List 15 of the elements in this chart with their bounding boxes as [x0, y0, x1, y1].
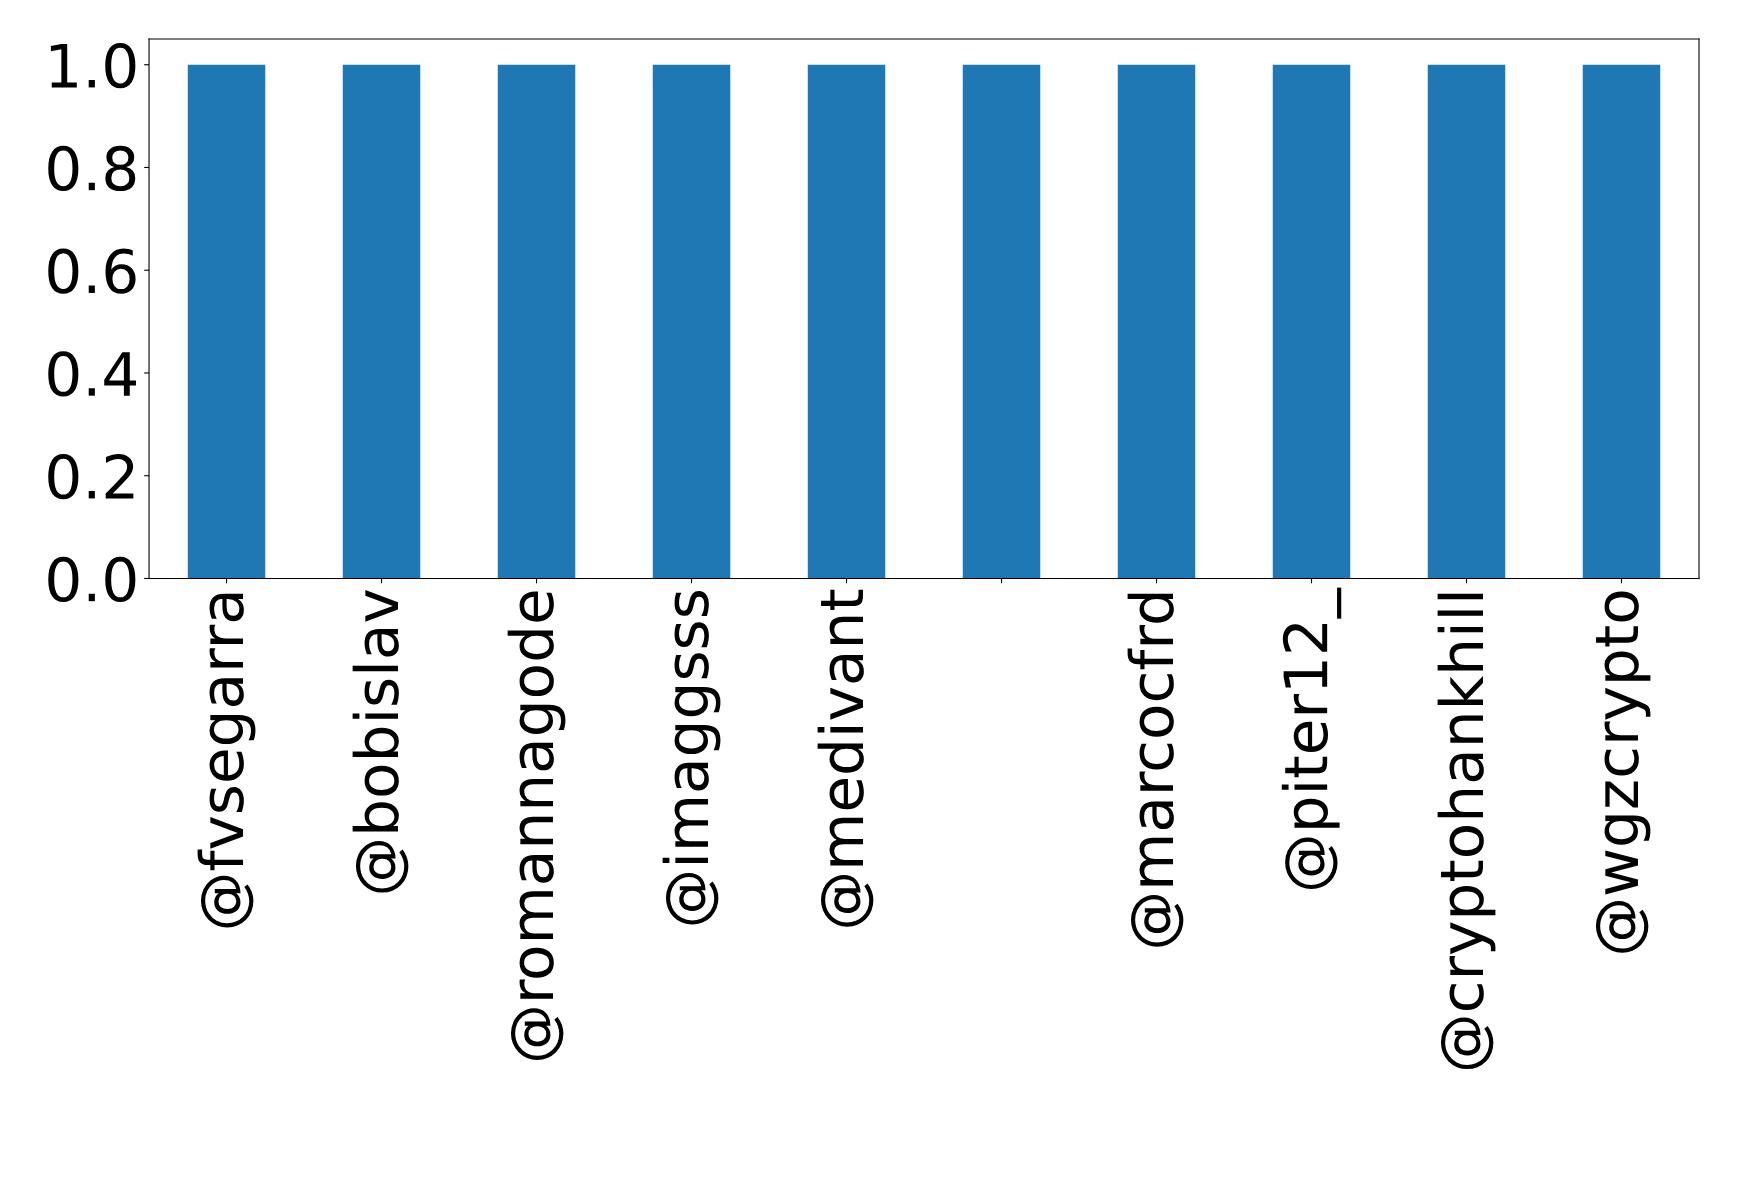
x-tick-label: @bobislav	[352, 590, 409, 893]
x-tick-label: @wgzcrypto	[1595, 591, 1651, 953]
x-tick-label: @romannagode	[507, 591, 566, 1060]
y-tick-label: 0.0	[48, 556, 136, 603]
y-tick-label: 0.6	[48, 248, 136, 294]
x-tick-label: @marcocfrd	[1127, 593, 1184, 947]
y-tick-label: 1.0	[50, 43, 136, 89]
y-tick-label: 0.4	[48, 351, 136, 397]
x-tick-label: @fvsegarra	[197, 593, 256, 928]
y-tick-label: 0.2	[48, 454, 134, 500]
x-tick-label: @cryptohankhill	[1437, 593, 1496, 1070]
x-tick-label: @piter12_	[1281, 587, 1342, 890]
x-tick-label: @imaggsss	[662, 591, 721, 925]
x-tick-label: @medivant	[817, 589, 874, 927]
y-tick-label: 0.8	[48, 145, 136, 192]
